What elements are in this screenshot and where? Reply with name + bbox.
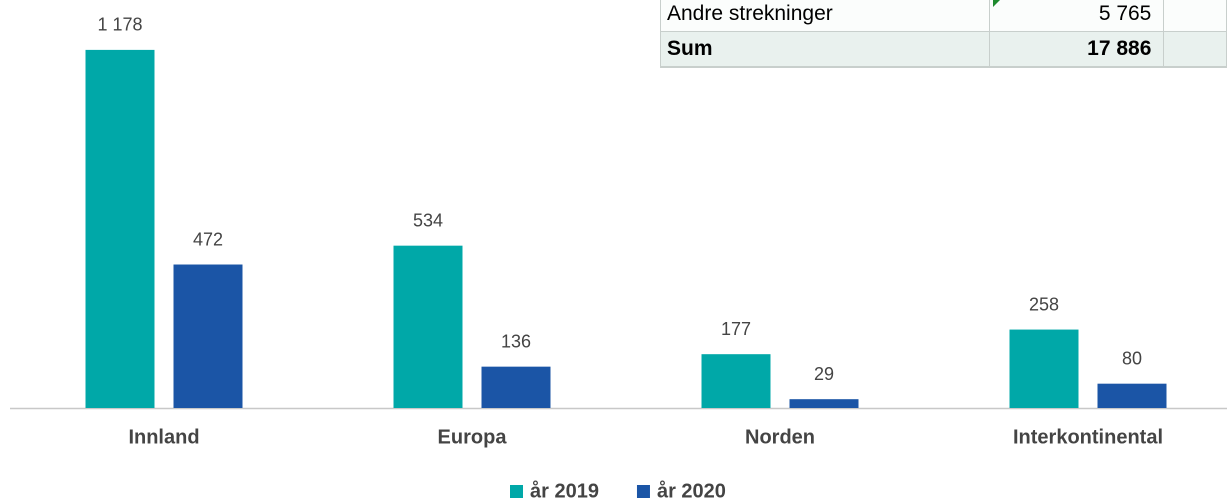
- bar: [173, 264, 243, 408]
- row-label: Sum: [659, 31, 991, 68]
- bar: [701, 354, 771, 408]
- row-value: 17 886: [989, 31, 1165, 68]
- data-label: 80: [1122, 348, 1142, 368]
- bar: [1009, 329, 1079, 408]
- category-label: Norden: [745, 426, 815, 448]
- data-label: 534: [413, 210, 443, 230]
- category-label: Europa: [438, 426, 508, 448]
- bar: [393, 245, 463, 408]
- legend-swatch: [636, 485, 650, 498]
- cell-indicator: [993, 0, 1000, 7]
- empty-cell: [1163, 0, 1227, 32]
- bar: [1097, 383, 1167, 408]
- legend-swatch: [510, 485, 523, 498]
- bar: [481, 366, 551, 408]
- row-value: 5 765: [989, 0, 1165, 32]
- empty-cell: [1163, 31, 1227, 68]
- table-row: Sum 17 886: [659, 31, 1227, 68]
- row-label: Andre strekninger: [659, 0, 991, 32]
- data-label: 472: [193, 229, 223, 249]
- table-row: Andre strekninger 5 765: [659, 0, 1227, 32]
- data-label: 136: [501, 331, 531, 351]
- legend-label: år 2020: [657, 479, 726, 499]
- category-label: Innland: [128, 426, 199, 448]
- legend-label: år 2019: [530, 479, 599, 499]
- bar: [789, 399, 859, 408]
- data-label: 29: [814, 364, 834, 384]
- data-label: 258: [1029, 294, 1059, 314]
- data-label: 1 178: [97, 15, 142, 35]
- bar: [85, 49, 155, 408]
- summary-table: Andre strekninger 5 765 Sum 17 886: [659, 0, 1227, 68]
- category-label: Interkontinental: [1013, 426, 1163, 448]
- data-label: 177: [721, 319, 751, 339]
